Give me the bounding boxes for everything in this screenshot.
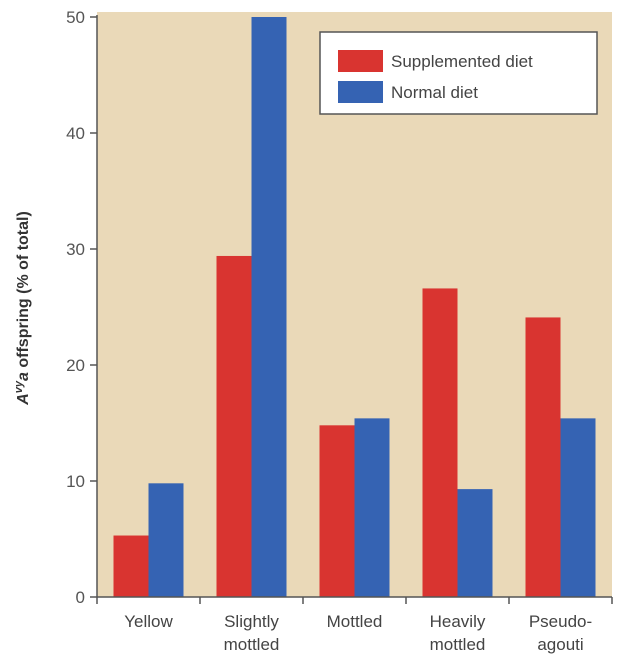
legend-swatch <box>338 81 383 103</box>
bar-normal-diet <box>457 489 493 597</box>
y-tick-label: 30 <box>66 240 85 259</box>
x-tick-labels: Yellow Slightly mottled Mottled Heavily mottl… <box>124 612 592 654</box>
legend-label: Supplemented diet <box>391 52 533 71</box>
bar-normal-diet <box>354 418 390 597</box>
bar-supplemented-diet <box>216 255 252 597</box>
bars-group <box>113 17 596 597</box>
x-tick-label: Slightly mottled <box>224 612 280 654</box>
y-axis-label: Avya offspring (% of total) <box>13 211 32 406</box>
y-ticks: 0 10 20 30 40 50 <box>66 8 97 607</box>
bar-supplemented-diet <box>319 425 355 597</box>
legend-swatch <box>338 50 383 72</box>
x-tick-label: Mottled <box>327 612 383 631</box>
bar-normal-diet <box>148 483 184 597</box>
y-tick-label: 10 <box>66 472 85 491</box>
legend: Supplemented diet Normal diet <box>319 31 598 115</box>
y-tick-label: 0 <box>76 588 85 607</box>
bar-normal-diet <box>251 17 287 597</box>
bar-supplemented-diet <box>525 317 561 597</box>
x-tick-label: Heavily mottled <box>430 612 486 654</box>
legend-label: Normal diet <box>391 83 478 102</box>
bar-normal-diet <box>560 418 596 597</box>
axes-group <box>96 15 612 598</box>
bar-supplemented-diet <box>113 535 149 597</box>
x-tick-label: Yellow <box>124 612 173 631</box>
x-tick-label: Pseudo-agouti <box>529 612 592 654</box>
y-tick-label: 40 <box>66 124 85 143</box>
y-tick-label: 50 <box>66 8 85 27</box>
x-ticks <box>96 597 613 604</box>
y-tick-label: 20 <box>66 356 85 375</box>
bar-supplemented-diet <box>422 288 458 597</box>
